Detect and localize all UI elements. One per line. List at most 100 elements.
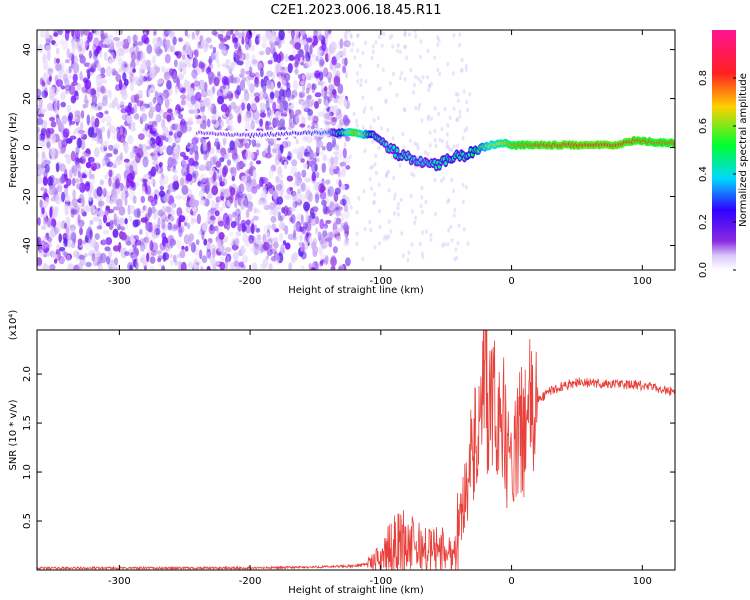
noise-speck xyxy=(325,186,330,192)
noise-speck xyxy=(230,166,237,178)
y-tick-label: 1.0 xyxy=(22,464,33,480)
noise-speck xyxy=(344,30,348,41)
noise-speck xyxy=(272,202,277,207)
noise-speck xyxy=(151,206,156,214)
noise-speck xyxy=(418,102,422,108)
noise-speck xyxy=(267,109,274,116)
noise-speck xyxy=(88,50,92,59)
noise-speck xyxy=(452,106,456,112)
noise-speck xyxy=(70,232,77,242)
noise-speck xyxy=(326,141,333,152)
noise-speck xyxy=(298,49,304,58)
noise-speck xyxy=(259,102,265,108)
noise-speck xyxy=(376,63,380,68)
noise-speck xyxy=(279,174,283,179)
noise-speck xyxy=(143,265,147,270)
noise-speck xyxy=(167,108,173,114)
noise-speck xyxy=(64,205,69,216)
noise-speck xyxy=(232,211,237,218)
noise-speck xyxy=(277,166,283,176)
noise-speck xyxy=(450,177,454,183)
noise-speck xyxy=(165,205,172,213)
noise-speck xyxy=(458,114,462,119)
noise-speck xyxy=(466,241,470,246)
noise-speck xyxy=(445,140,449,145)
noise-speck xyxy=(316,50,322,58)
noise-speck xyxy=(152,97,157,104)
noise-speck xyxy=(446,123,450,128)
noise-speck xyxy=(75,178,80,184)
noise-speck xyxy=(155,46,162,57)
noise-speck xyxy=(414,215,418,221)
noise-speck xyxy=(162,252,167,262)
noise-speck xyxy=(37,133,41,142)
noise-speck xyxy=(100,239,107,246)
noise-speck xyxy=(274,63,280,75)
noise-speck xyxy=(37,176,43,185)
noise-speck xyxy=(127,261,134,270)
noise-speck xyxy=(452,33,456,38)
noise-speck xyxy=(112,228,119,238)
noise-speck xyxy=(238,183,245,194)
noise-speck xyxy=(133,208,141,218)
noise-speck xyxy=(409,138,412,143)
noise-speck xyxy=(311,162,318,174)
noise-speck xyxy=(108,169,113,178)
noise-speck xyxy=(419,54,422,59)
noise-speck xyxy=(230,30,234,35)
noise-speck xyxy=(319,59,325,66)
noise-speck xyxy=(292,200,296,211)
noise-speck xyxy=(69,224,76,232)
noise-speck xyxy=(272,101,277,112)
noise-speck xyxy=(249,91,256,97)
noise-speck xyxy=(291,159,298,167)
noise-speck xyxy=(99,179,105,186)
noise-speck xyxy=(129,204,136,215)
noise-speck xyxy=(266,111,271,118)
noise-speck xyxy=(120,226,125,231)
noise-speck xyxy=(324,90,328,101)
noise-speck xyxy=(204,44,210,51)
noise-speck xyxy=(172,36,177,46)
noise-speck xyxy=(62,128,70,138)
noise-speck xyxy=(277,81,281,87)
noise-speck xyxy=(251,186,258,194)
noise-speck xyxy=(268,236,273,242)
noise-speck xyxy=(118,127,126,133)
noise-speck xyxy=(381,67,385,72)
noise-speck xyxy=(70,209,78,215)
noise-speck xyxy=(190,95,197,105)
snr-ylabel: SNR (10 * v/v) xyxy=(8,399,19,470)
noise-speck xyxy=(155,164,159,173)
noise-speck xyxy=(380,43,384,48)
noise-speck xyxy=(247,204,253,212)
noise-speck xyxy=(410,242,414,247)
noise-speck xyxy=(110,51,116,63)
noise-speck xyxy=(266,249,273,256)
noise-speck xyxy=(76,251,80,260)
noise-speck xyxy=(151,250,157,256)
noise-speck xyxy=(253,245,259,252)
noise-speck xyxy=(243,88,248,94)
noise-speck xyxy=(146,65,151,72)
noise-speck xyxy=(398,49,402,54)
noise-speck xyxy=(259,112,267,118)
noise-speck xyxy=(132,68,136,73)
noise-speck xyxy=(200,198,206,206)
noise-speck xyxy=(215,196,222,203)
x-tick-label: 0 xyxy=(508,276,514,287)
noise-speck xyxy=(127,172,134,184)
noise-speck xyxy=(130,83,134,92)
noise-speck xyxy=(156,36,162,42)
noise-speck xyxy=(166,244,174,249)
noise-speck xyxy=(194,108,199,119)
noise-speck xyxy=(57,118,62,130)
noise-speck xyxy=(78,45,83,52)
noise-speck xyxy=(124,251,130,256)
noise-speck xyxy=(254,35,260,45)
noise-speck xyxy=(433,212,437,217)
noise-speck xyxy=(112,263,116,270)
noise-speck xyxy=(191,32,199,41)
noise-speck xyxy=(446,61,450,67)
noise-speck xyxy=(115,216,120,228)
